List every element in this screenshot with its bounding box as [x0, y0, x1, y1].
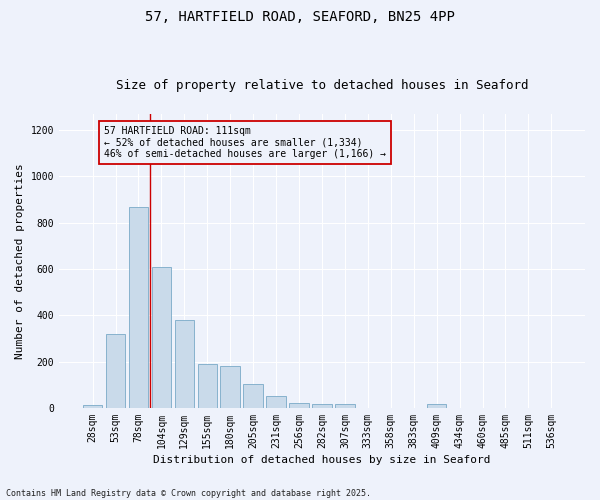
- Bar: [335, 404, 355, 408]
- Y-axis label: Number of detached properties: Number of detached properties: [15, 163, 25, 359]
- Text: Contains HM Land Registry data © Crown copyright and database right 2025.: Contains HM Land Registry data © Crown c…: [6, 488, 371, 498]
- Bar: [129, 206, 148, 408]
- Text: 57, HARTFIELD ROAD, SEAFORD, BN25 4PP: 57, HARTFIELD ROAD, SEAFORD, BN25 4PP: [145, 10, 455, 24]
- Bar: [312, 404, 332, 408]
- Bar: [427, 404, 446, 408]
- Bar: [266, 396, 286, 408]
- Title: Size of property relative to detached houses in Seaford: Size of property relative to detached ho…: [116, 79, 528, 92]
- Bar: [220, 366, 240, 408]
- Bar: [197, 364, 217, 408]
- Bar: [244, 384, 263, 408]
- Bar: [106, 334, 125, 408]
- Bar: [289, 403, 309, 408]
- X-axis label: Distribution of detached houses by size in Seaford: Distribution of detached houses by size …: [153, 455, 491, 465]
- Text: 57 HARTFIELD ROAD: 111sqm
← 52% of detached houses are smaller (1,334)
46% of se: 57 HARTFIELD ROAD: 111sqm ← 52% of detac…: [104, 126, 386, 159]
- Bar: [83, 405, 103, 408]
- Bar: [152, 267, 171, 408]
- Bar: [175, 320, 194, 408]
